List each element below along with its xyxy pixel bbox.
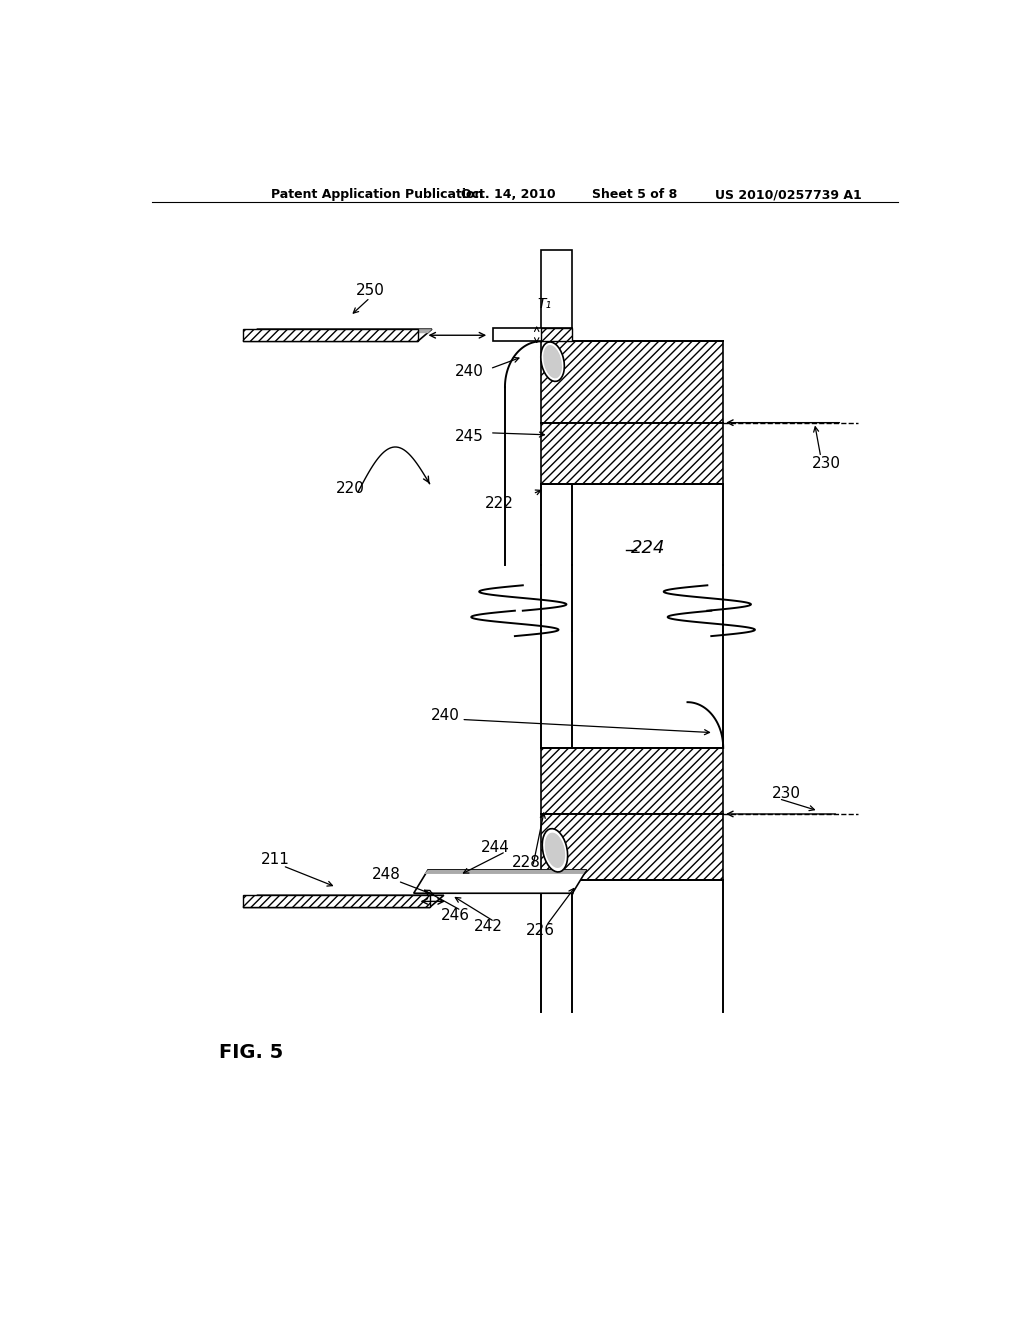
Text: Patent Application Publication: Patent Application Publication	[270, 189, 483, 202]
Text: 226: 226	[526, 924, 555, 939]
Text: 220: 220	[336, 482, 365, 496]
Polygon shape	[424, 870, 587, 874]
Bar	[541, 422, 723, 483]
Text: 245: 245	[455, 429, 483, 445]
Text: 230: 230	[812, 455, 841, 471]
Bar	[541, 329, 572, 342]
Ellipse shape	[541, 342, 564, 381]
Bar	[541, 814, 723, 880]
Polygon shape	[243, 329, 432, 342]
Text: 246: 246	[440, 908, 469, 923]
Text: 242: 242	[474, 919, 503, 935]
Text: Oct. 14, 2010: Oct. 14, 2010	[461, 189, 556, 202]
Bar	[541, 748, 723, 814]
Bar	[494, 329, 572, 342]
Text: T₁: T₁	[538, 297, 552, 310]
Ellipse shape	[545, 833, 565, 869]
Text: 250: 250	[355, 282, 384, 298]
Text: 228: 228	[512, 855, 541, 870]
Text: 230: 230	[772, 787, 801, 801]
Text: 240: 240	[431, 708, 460, 723]
Text: 222: 222	[485, 496, 514, 511]
Bar	[541, 342, 723, 422]
Polygon shape	[243, 895, 443, 907]
Text: Sheet 5 of 8: Sheet 5 of 8	[592, 189, 678, 202]
Bar	[243, 329, 418, 342]
Text: 224: 224	[631, 539, 665, 557]
Text: 244: 244	[481, 840, 510, 855]
Bar	[541, 249, 572, 342]
Text: US 2010/0257739 A1: US 2010/0257739 A1	[715, 189, 862, 202]
Ellipse shape	[543, 829, 567, 873]
Text: FIG. 5: FIG. 5	[219, 1043, 284, 1063]
Polygon shape	[253, 329, 432, 333]
Text: 211: 211	[260, 853, 289, 867]
Bar	[243, 895, 430, 907]
Text: 240: 240	[455, 364, 483, 379]
Text: 248: 248	[372, 867, 400, 883]
Ellipse shape	[543, 345, 562, 379]
Polygon shape	[414, 870, 587, 894]
